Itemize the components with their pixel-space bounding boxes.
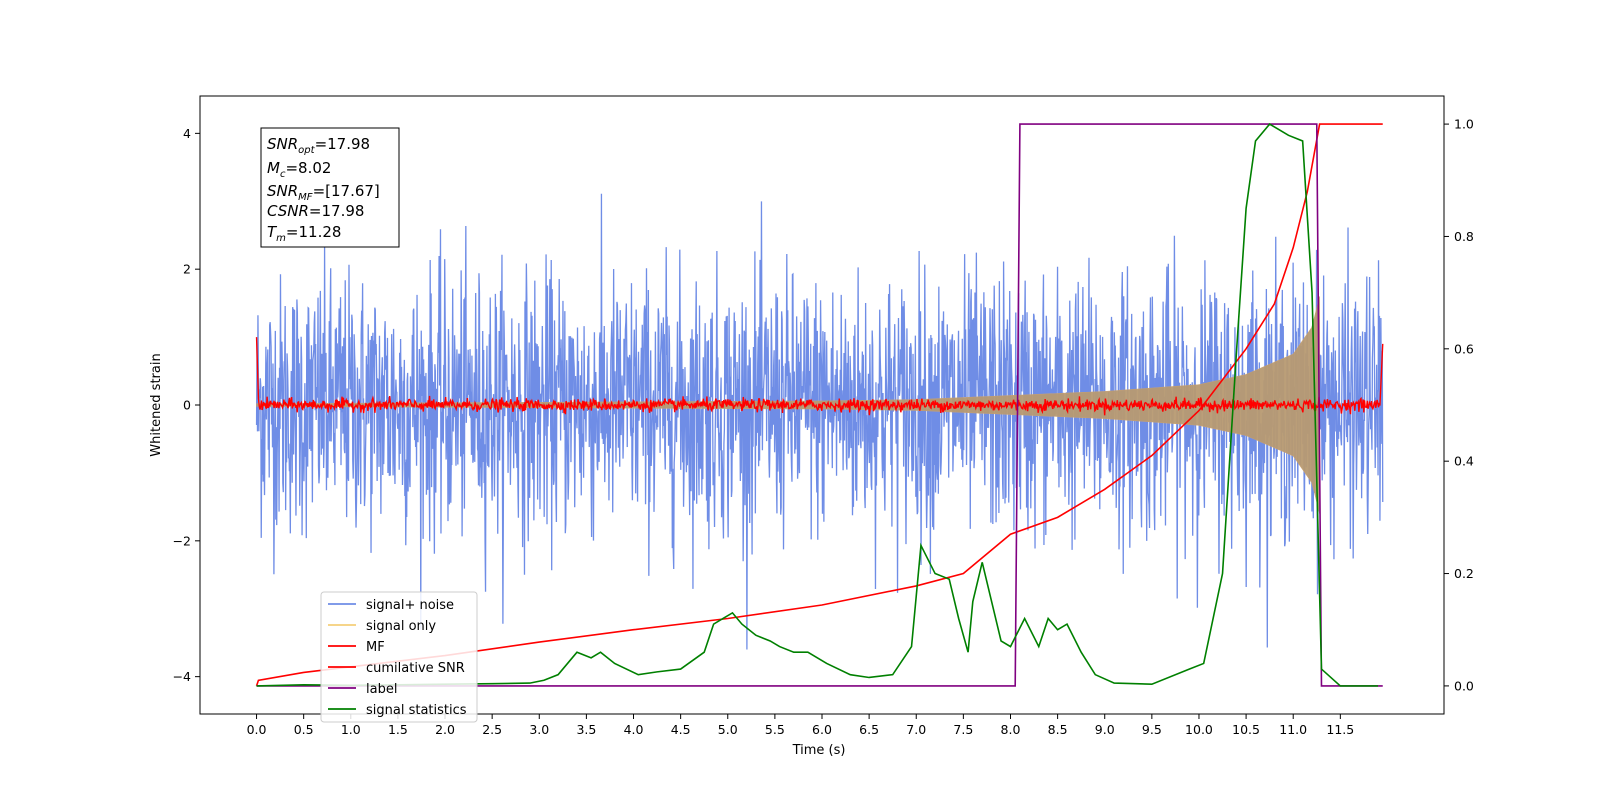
x-tick-label: 5.0 xyxy=(718,722,738,737)
x-tick-label: 6.5 xyxy=(859,722,879,737)
legend-label-label: label xyxy=(366,682,397,697)
series-signal-noise xyxy=(255,193,1384,650)
x-tick-label: 8.5 xyxy=(1048,722,1068,737)
legend-label-cumulative-snr: cumilative SNR xyxy=(366,661,465,676)
x-tick-label: 3.5 xyxy=(576,722,596,737)
x-tick-label: 5.5 xyxy=(765,722,785,737)
annotation-mc: Mc=8.02 xyxy=(267,159,331,180)
y2-tick-label: 0.0 xyxy=(1454,678,1474,693)
x-tick-label: 2.5 xyxy=(482,722,502,737)
annotation-snr-mf: SNRMF=[17.67] xyxy=(267,182,380,203)
x-tick-label: 7.5 xyxy=(953,722,973,737)
y-tick-label: −4 xyxy=(173,669,191,684)
annotation-csnr: CSNR=17.98 xyxy=(267,202,364,220)
x-tick-label: 0.5 xyxy=(294,722,314,737)
y2-tick-label: 0.4 xyxy=(1454,454,1474,469)
x-tick-label: 3.0 xyxy=(529,722,549,737)
legend-label-mf: MF xyxy=(366,640,385,655)
series-label xyxy=(256,123,1383,687)
legend-label-signal-statistics: signal statistics xyxy=(366,703,467,718)
annotation-box: SNRopt=17.98 Mc=8.02 SNRMF=[17.67] CSNR=… xyxy=(260,127,400,248)
x-tick-label: 4.5 xyxy=(671,722,691,737)
annotation-tm: Tm=11.28 xyxy=(267,223,341,244)
x-tick-label: 9.0 xyxy=(1095,722,1115,737)
y-tick-label: 2 xyxy=(183,262,191,277)
y-axis-right: 1.0 0.8 0.6 0.4 0.2 0.0 xyxy=(1444,117,1474,693)
x-tick-label: 10.0 xyxy=(1185,722,1213,737)
y-tick-label: −2 xyxy=(173,533,191,548)
x-tick-label: 11.0 xyxy=(1279,722,1307,737)
x-axis: 0.0 0.5 1.0 1.5 2.0 2.5 3.0 3.5 4.0 4.5 5.0 5.5 6.0 6… xyxy=(247,714,1354,737)
y2-tick-label: 0.2 xyxy=(1454,566,1474,581)
x-tick-label: 1.5 xyxy=(388,722,408,737)
legend-label-signal-noise: signal+ noise xyxy=(366,598,454,613)
x-tick-label: 10.5 xyxy=(1232,722,1260,737)
legend-label-signal-only: signal only xyxy=(366,619,436,634)
y-tick-label: 0 xyxy=(183,398,191,413)
x-tick-label: 0.0 xyxy=(247,722,267,737)
series-signal-statistics xyxy=(256,123,1379,687)
x-tick-label: 7.0 xyxy=(906,722,926,737)
series-layer xyxy=(255,123,1384,687)
y-axis-left: 4 2 0 −2 −4 xyxy=(173,126,200,684)
legend: signal+ noise signal only MF cumilative … xyxy=(320,591,478,723)
y-axis-label: Whitened strain xyxy=(149,353,164,456)
x-tick-label: 4.0 xyxy=(624,722,644,737)
y-tick-label: 4 xyxy=(183,126,191,141)
x-tick-label: 2.0 xyxy=(435,722,455,737)
x-tick-label: 11.5 xyxy=(1326,722,1354,737)
annotation-frame xyxy=(260,127,400,248)
x-tick-label: 9.5 xyxy=(1142,722,1162,737)
x-axis-label: Time (s) xyxy=(792,743,846,758)
x-tick-label: 8.0 xyxy=(1001,722,1021,737)
annotation-snr-opt: SNRopt=17.98 xyxy=(267,135,370,156)
y2-tick-label: 0.8 xyxy=(1454,229,1474,244)
legend-frame xyxy=(320,591,478,723)
series-mf xyxy=(255,337,1384,416)
x-tick-label: 1.0 xyxy=(341,722,361,737)
x-tick-label: 6.0 xyxy=(812,722,832,737)
y2-tick-label: 1.0 xyxy=(1454,117,1474,132)
y2-tick-label: 0.6 xyxy=(1454,341,1474,356)
